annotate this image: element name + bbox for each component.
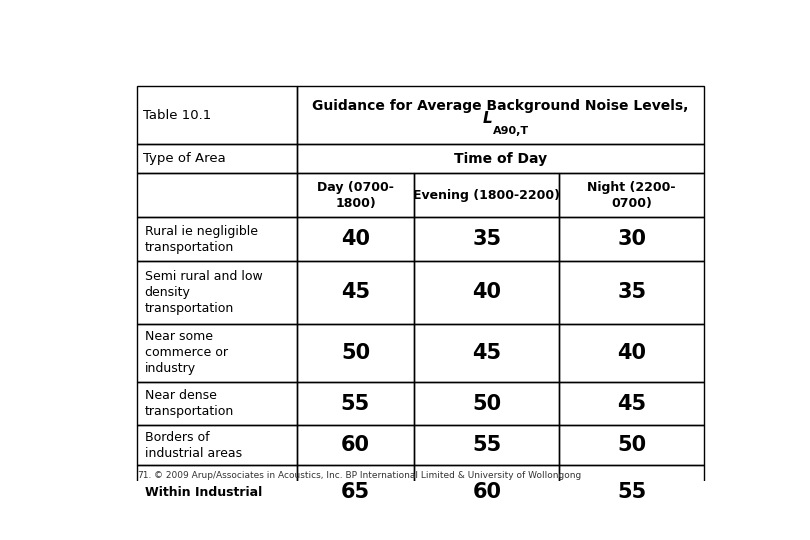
Bar	[559, 465, 704, 519]
Text: Guidance for Average Background Noise Levels,: Guidance for Average Background Noise Le…	[312, 99, 688, 113]
Bar	[137, 217, 296, 261]
Text: 35: 35	[617, 282, 646, 302]
Text: Borders of
industrial areas: Borders of industrial areas	[145, 431, 241, 460]
Bar	[559, 382, 704, 425]
Bar	[296, 425, 415, 465]
Bar	[559, 425, 704, 465]
Text: Type of Area: Type of Area	[143, 152, 226, 165]
Bar	[296, 261, 415, 323]
Bar	[137, 144, 296, 173]
Text: Semi rural and low
density
transportation: Semi rural and low density transportatio…	[145, 270, 262, 315]
Bar	[559, 261, 704, 323]
Bar	[137, 173, 296, 217]
Text: 60: 60	[341, 435, 370, 455]
Bar	[296, 465, 415, 519]
Text: 55: 55	[472, 435, 501, 455]
Bar	[296, 382, 415, 425]
Text: 45: 45	[341, 282, 370, 302]
Text: 55: 55	[617, 482, 646, 502]
Text: 71.: 71.	[137, 471, 151, 480]
Bar	[415, 173, 559, 217]
Text: 40: 40	[617, 343, 646, 363]
Bar	[415, 261, 559, 323]
Bar	[415, 323, 559, 382]
Text: 45: 45	[472, 343, 501, 363]
Text: Within Industrial: Within Industrial	[145, 485, 262, 498]
Text: Rural ie negligible
transportation: Rural ie negligible transportation	[145, 225, 258, 254]
Text: 50: 50	[341, 343, 370, 363]
Bar	[137, 261, 296, 323]
Text: Day (0700-
1800): Day (0700- 1800)	[317, 181, 394, 210]
Text: 35: 35	[472, 229, 501, 249]
Text: Table 10.1: Table 10.1	[143, 109, 211, 122]
Bar	[137, 465, 296, 519]
Text: Time of Day: Time of Day	[454, 152, 547, 166]
Text: © 2009 Arup/Associates in Acoustics, Inc. BP International Limited & University : © 2009 Arup/Associates in Acoustics, Inc…	[154, 471, 582, 480]
Text: Near some
commerce or
industry: Near some commerce or industry	[145, 330, 228, 375]
Text: 50: 50	[617, 435, 646, 455]
Bar	[415, 217, 559, 261]
Bar	[559, 217, 704, 261]
Text: Evening (1800-2200): Evening (1800-2200)	[413, 189, 561, 202]
Text: 40: 40	[341, 229, 370, 249]
Text: 45: 45	[617, 394, 646, 414]
Bar	[559, 323, 704, 382]
Text: 40: 40	[472, 282, 501, 302]
Bar	[296, 323, 415, 382]
Bar	[296, 217, 415, 261]
Text: 60: 60	[472, 482, 501, 502]
Bar	[296, 144, 704, 173]
Bar	[415, 382, 559, 425]
Bar	[415, 465, 559, 519]
Text: Night (2200-
0700): Night (2200- 0700)	[587, 181, 676, 210]
Bar	[137, 382, 296, 425]
Bar	[415, 425, 559, 465]
Bar	[137, 323, 296, 382]
Bar	[137, 86, 296, 144]
Text: 55: 55	[341, 394, 370, 414]
Text: Near dense
transportation: Near dense transportation	[145, 389, 234, 418]
Bar	[137, 425, 296, 465]
Text: L: L	[483, 111, 492, 126]
Text: A90,T: A90,T	[492, 126, 529, 136]
Bar	[559, 173, 704, 217]
Bar	[296, 173, 415, 217]
Text: 50: 50	[472, 394, 501, 414]
Text: 65: 65	[341, 482, 370, 502]
Bar	[296, 86, 704, 144]
Text: 30: 30	[617, 229, 646, 249]
